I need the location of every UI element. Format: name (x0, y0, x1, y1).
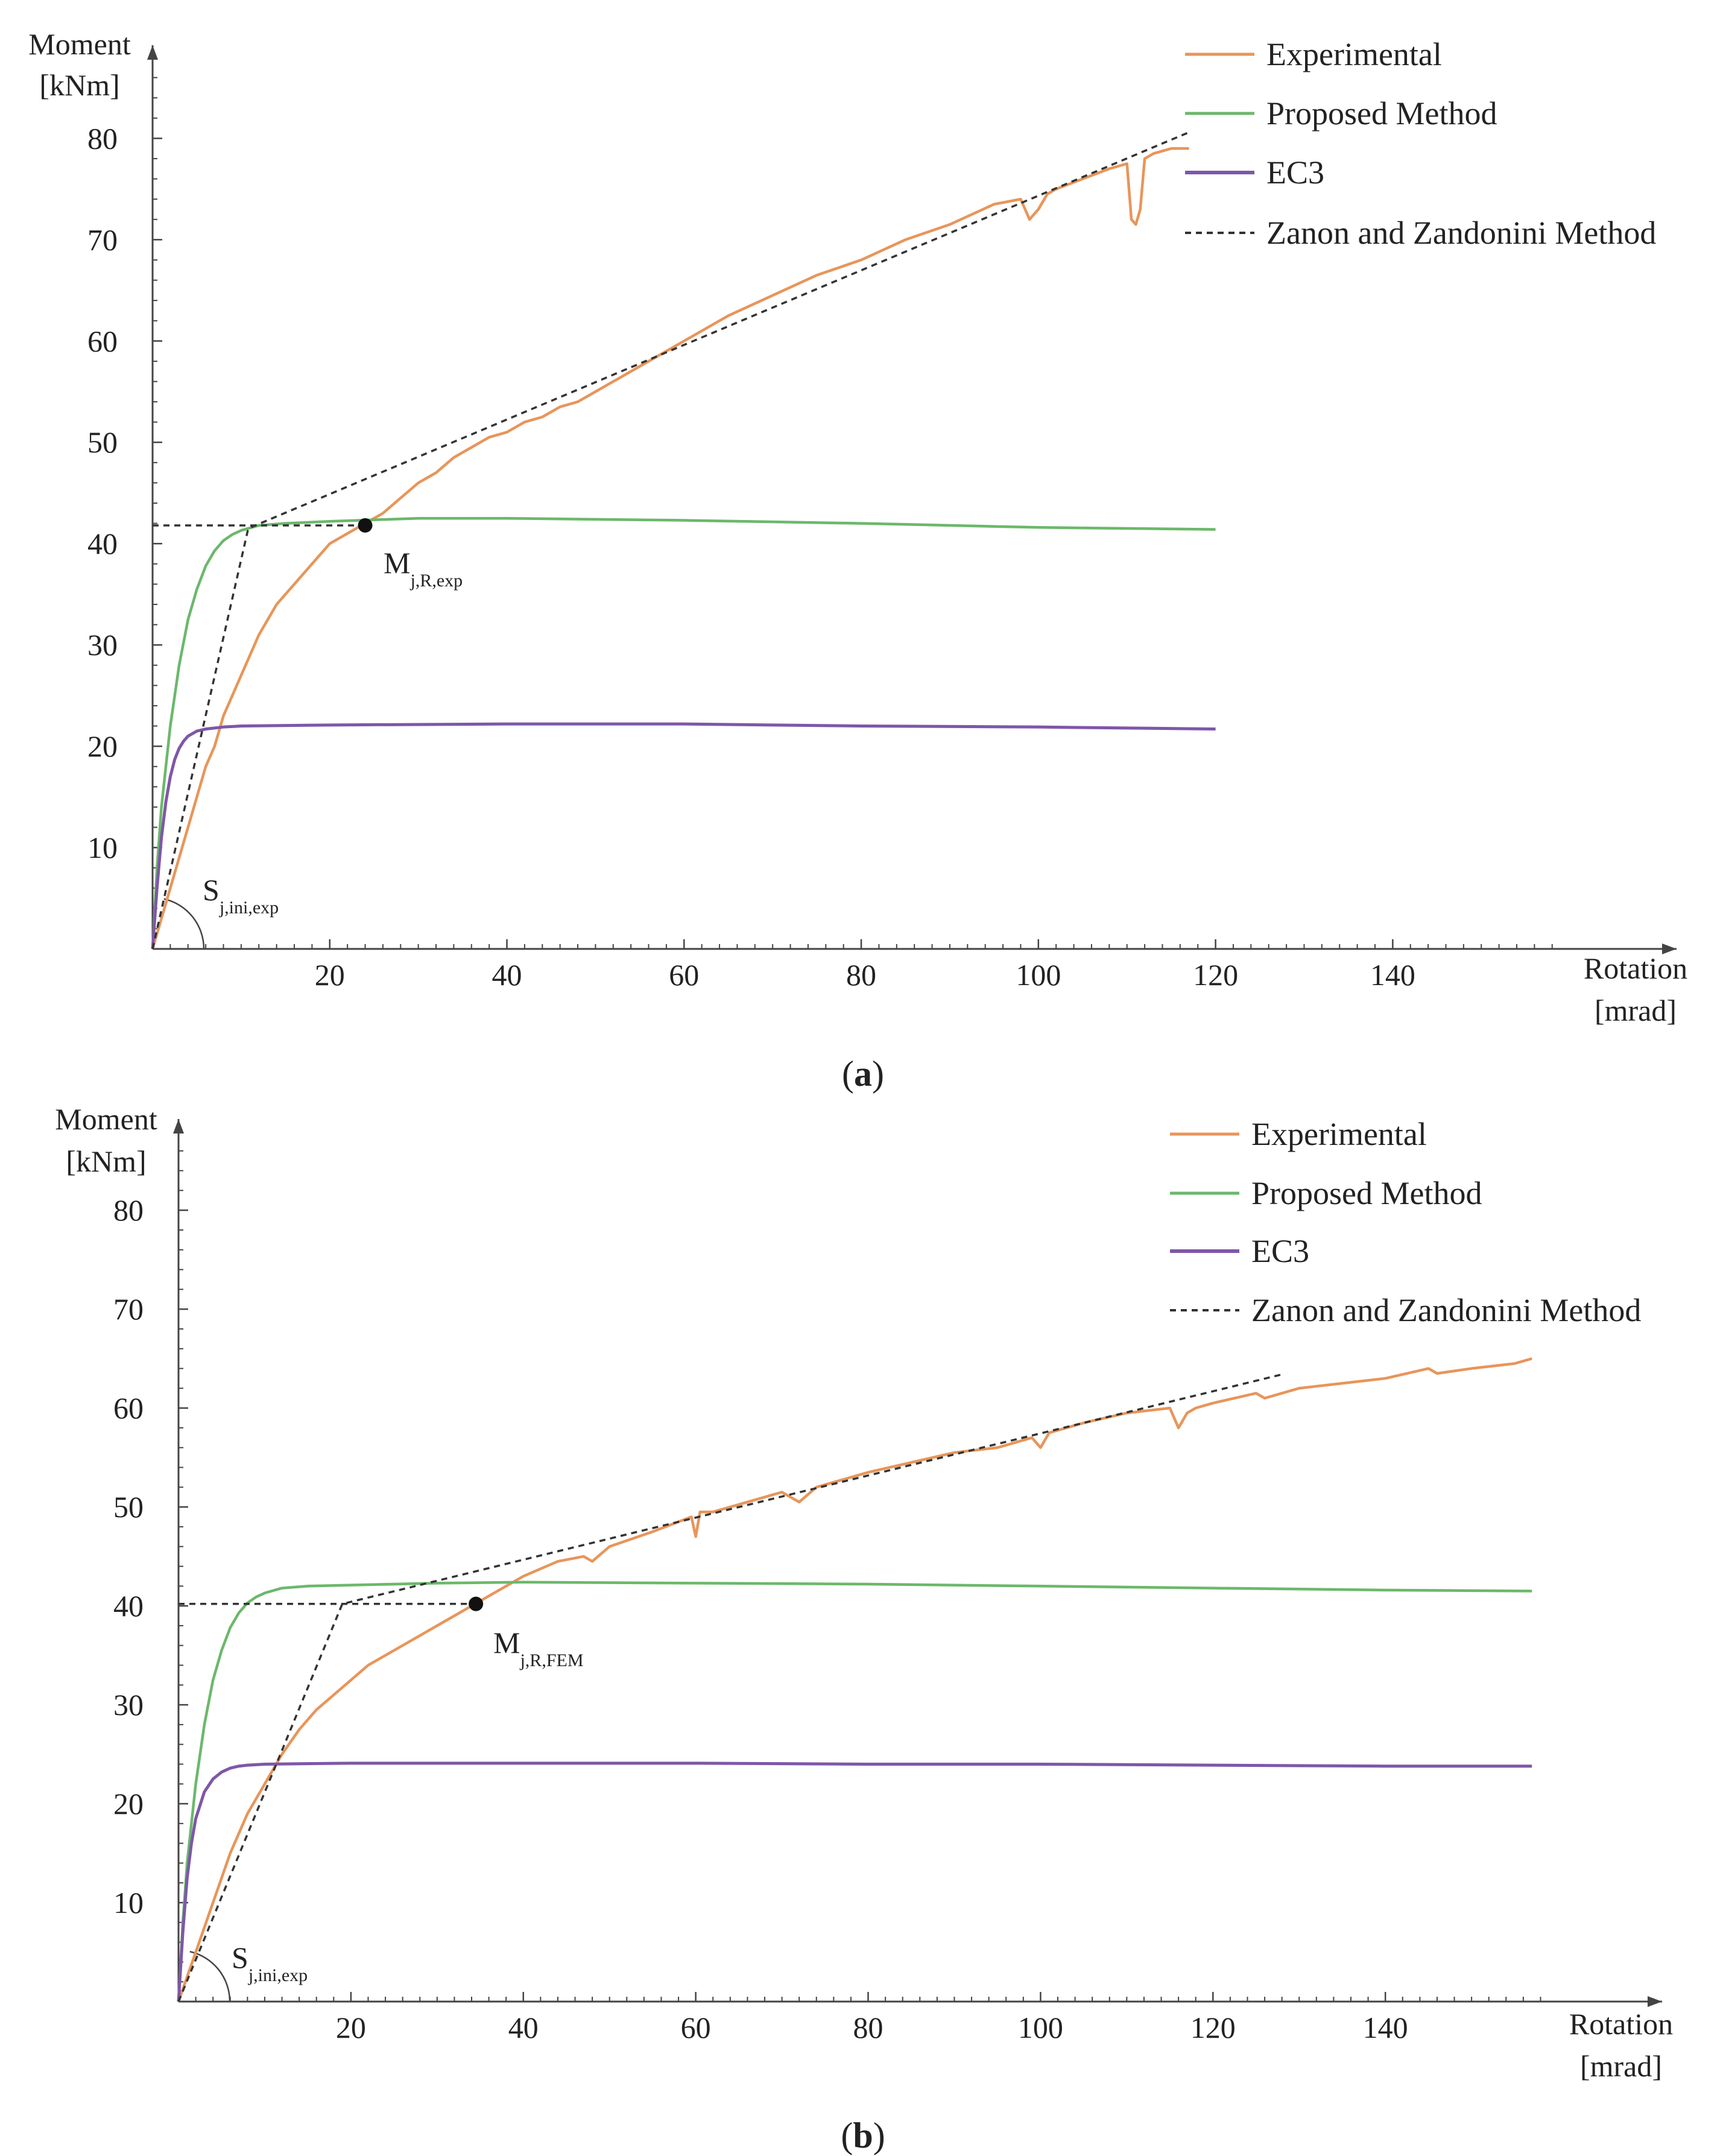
legend-label-zanon: Zanon and Zandonini Method (1251, 1292, 1641, 1328)
x-tick-label: 40 (492, 958, 522, 992)
x-tick-label: 120 (1193, 958, 1238, 992)
y-tick-label: 60 (87, 324, 118, 358)
x-tick-label: 100 (1016, 958, 1061, 992)
chart-panel-b: 20 40 60 80 100 120 140 10 20 30 40 50 60 70 80 Moment… (55, 1102, 1673, 2155)
x-axis-title-line1: Rotation (1584, 951, 1687, 985)
y-axis-title-line2: [kNm] (66, 1144, 146, 1178)
y-tick-label: 50 (113, 1490, 144, 1524)
x-tick-label: 60 (669, 958, 699, 992)
plot-area-a: 20 40 60 80 100 120 140 10 20 30 40 50 60 70 80 (87, 45, 1677, 992)
series-line-ec3 (151, 722, 1216, 950)
x-tick-label: 80 (853, 2011, 884, 2044)
y-tick-label: 20 (87, 729, 118, 763)
x-axis-arrow (1648, 1996, 1662, 2007)
y-tick-label: 80 (87, 121, 118, 155)
legend-label-experimental: Experimental (1251, 1116, 1427, 1152)
x-tick-label: 60 (681, 2011, 711, 2044)
legend-label-ec3: EC3 (1251, 1233, 1309, 1269)
series-line-experimental (151, 147, 1189, 950)
series-line-proposed (177, 1581, 1532, 2002)
series-line-ec3 (177, 1761, 1532, 2002)
caption-b: (b) (841, 2116, 885, 2155)
legend-label-proposed: Proposed Method (1266, 95, 1497, 132)
y-axis-arrow (173, 1119, 184, 1133)
y-axis-arrow (147, 45, 158, 60)
y-axis-title-line1: Moment (55, 1102, 157, 1136)
x-axis-title-line2: [mrad] (1595, 994, 1677, 1027)
y-tick-label: 20 (113, 1787, 144, 1821)
stiffness-angle-arc (189, 1950, 231, 2002)
legend-label-proposed: Proposed Method (1251, 1175, 1482, 1211)
y-tick-label: 60 (113, 1391, 144, 1425)
series-line-experimental (177, 1357, 1532, 2002)
y-tick-label: 30 (87, 628, 118, 662)
x-tick-label: 40 (508, 2011, 539, 2044)
moment-resistance-label: Mj,R,exp (384, 546, 463, 591)
moment-resistance-point (469, 1596, 484, 1611)
series-line-zanon (177, 1373, 1283, 2002)
legend-label-experimental: Experimental (1266, 36, 1442, 72)
x-tick-label: 140 (1370, 958, 1415, 992)
moment-resistance-label: Mj,R,FEM (493, 1626, 584, 1670)
legend-b: Experimental Proposed Method EC3 Zanon a… (1170, 1116, 1641, 1328)
series-line-proposed (151, 516, 1216, 950)
y-tick-label: 40 (113, 1589, 144, 1623)
stiffness-angle-arc (163, 898, 205, 950)
y-tick-label: 70 (87, 223, 118, 256)
legend-label-ec3: EC3 (1266, 154, 1324, 191)
x-tick-label: 20 (315, 958, 345, 992)
y-axis-title-line1: Moment (28, 27, 131, 61)
initial-stiffness-label: Sj,ini,exp (203, 873, 279, 918)
y-tick-label: 70 (113, 1292, 144, 1326)
x-axis-arrow (1662, 943, 1677, 954)
legend-label-zanon: Zanon and Zandonini Method (1266, 215, 1656, 251)
caption-a: (a) (842, 1054, 884, 1094)
series-line-zanon (151, 131, 1190, 950)
x-tick-label: 80 (846, 958, 876, 992)
plot-area-b: 20 40 60 80 100 120 140 10 20 30 40 50 60 70 80 (113, 1119, 1662, 2044)
x-tick-label: 120 (1190, 2011, 1236, 2044)
y-tick-label: 10 (113, 1886, 144, 1920)
y-axis-title-line2: [kNm] (39, 68, 119, 102)
x-axis-title-line1: Rotation (1569, 2007, 1673, 2041)
x-tick-label: 100 (1018, 2011, 1063, 2044)
y-tick-label: 10 (87, 831, 118, 864)
y-tick-label: 30 (113, 1688, 144, 1722)
x-tick-label: 140 (1363, 2011, 1408, 2044)
y-tick-label: 50 (87, 425, 118, 459)
legend-a: Experimental Proposed Method EC3 Zanon a… (1185, 36, 1656, 251)
chart-panel-a: 20 40 60 80 100 120 140 10 20 30 40 50 60 70 80 Moment… (28, 27, 1687, 1094)
y-tick-label: 40 (87, 527, 118, 560)
moment-resistance-point (358, 518, 373, 533)
x-axis-title-line2: [mrad] (1580, 2049, 1662, 2083)
initial-stiffness-label: Sj,ini,exp (232, 1941, 308, 1985)
x-tick-label: 20 (336, 2011, 366, 2044)
y-tick-label: 80 (113, 1193, 144, 1227)
